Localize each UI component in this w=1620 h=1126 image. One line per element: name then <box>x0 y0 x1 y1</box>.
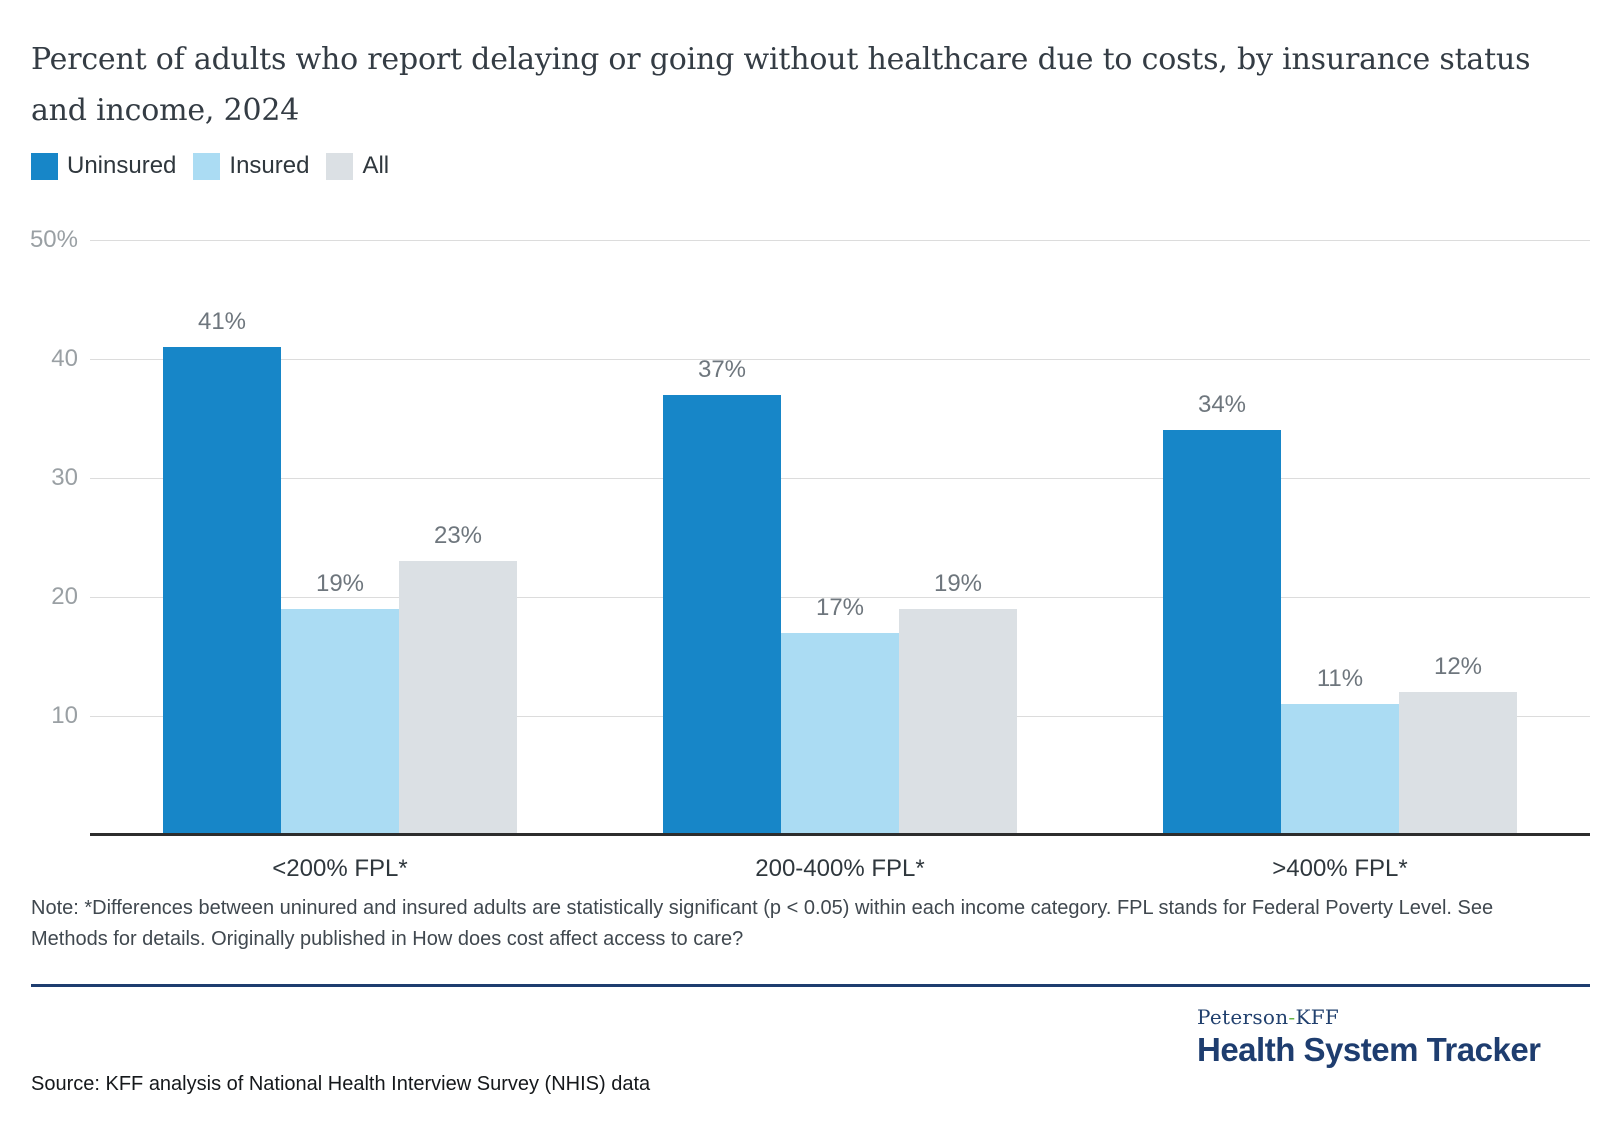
brand-hyphen: - <box>1288 1005 1296 1029</box>
category-group-200-400-fpl: 37% 17% 19% 200-400% FPL* <box>590 240 1090 882</box>
bar-all-200-400-fpl[interactable] <box>899 608 1017 835</box>
gridline-50 <box>90 240 1590 241</box>
legend-item-insured[interactable]: Insured <box>193 152 309 180</box>
gridline-30 <box>90 478 1590 479</box>
bar-uninsured-200-fpl[interactable] <box>163 347 281 835</box>
legend-swatch-uninsured <box>31 152 58 180</box>
page-title: Percent of adults who report delaying or… <box>31 42 1531 128</box>
legend-label: All <box>362 152 390 179</box>
bar-all-400-fpl[interactable] <box>1399 692 1517 835</box>
gridline-40 <box>90 359 1590 360</box>
source-text: Source: KFF analysis of National Health … <box>31 1073 651 1095</box>
y-axis-tick-label: 20 <box>51 583 78 610</box>
value-label-insured-400-fpl: 11% <box>1316 665 1364 693</box>
y-axis-tick-label: 50% <box>29 226 78 253</box>
legend-item-all[interactable]: All <box>326 152 389 180</box>
legend-label: Insured <box>229 152 310 179</box>
legend: Uninsured Insured All <box>31 152 406 180</box>
category-group-200-fpl: 41% 19% 23% <200% FPL* <box>90 240 590 882</box>
x-axis-label-200-400-fpl: 200-400% FPL* <box>755 855 925 882</box>
value-label-insured-200-fpl: 19% <box>315 569 365 597</box>
bar-uninsured-200-400-fpl[interactable] <box>663 394 781 835</box>
y-axis-tick-label: 30 <box>51 464 78 491</box>
value-label-uninsured-200-400-fpl: 37% <box>697 355 747 383</box>
brand-logo: Peterson-KFF Health System Tracker <box>1197 1005 1541 1069</box>
legend-swatch-insured <box>193 152 221 180</box>
value-label-all-200-400-fpl: 19% <box>933 569 983 597</box>
legend-item-uninsured[interactable]: Uninsured <box>31 152 176 180</box>
bar-insured-400-fpl[interactable] <box>1281 704 1399 835</box>
bar-chart: 50% 40 30 20 10 41% 19% 23% <200% FPL* 37% 17% 19% 2… <box>0 226 1620 900</box>
x-axis-label-400-fpl: >400% FPL* <box>1272 855 1408 882</box>
x-axis-label-200-fpl: <200% FPL* <box>272 855 408 882</box>
bar-insured-200-400-fpl[interactable] <box>781 632 899 835</box>
footer-divider <box>31 984 1590 987</box>
brand-health-system-tracker: Health System Tracker <box>1197 1031 1541 1068</box>
category-group-400-fpl: 34% 11% 12% >400% FPL* <box>1090 240 1590 882</box>
value-label-uninsured-400-fpl: 34% <box>1197 391 1247 419</box>
brand-peterson-text: Peterson <box>1197 1005 1289 1029</box>
value-label-uninsured-200-fpl: 41% <box>197 308 247 336</box>
gridline-20 <box>90 597 1590 598</box>
brand-peterson-kff: Peterson-KFF <box>1197 1005 1541 1029</box>
value-label-all-400-fpl: 12% <box>1433 653 1483 681</box>
bar-all-200-fpl[interactable] <box>399 561 517 835</box>
x-axis-baseline <box>90 833 1590 836</box>
note-text: Note: *Differences between uninured and … <box>31 897 1494 950</box>
y-axis-tick-label: 40 <box>51 345 78 372</box>
legend-label: Uninsured <box>67 152 177 179</box>
legend-swatch-all <box>326 152 354 180</box>
bar-uninsured-400-fpl[interactable] <box>1163 430 1281 835</box>
value-label-all-200-fpl: 23% <box>433 522 483 550</box>
bar-insured-200-fpl[interactable] <box>281 608 399 835</box>
brand-kff-text: KFF <box>1295 1005 1340 1029</box>
y-axis-tick-label: 10 <box>51 702 78 729</box>
value-label-insured-200-400-fpl: 17% <box>815 593 865 621</box>
